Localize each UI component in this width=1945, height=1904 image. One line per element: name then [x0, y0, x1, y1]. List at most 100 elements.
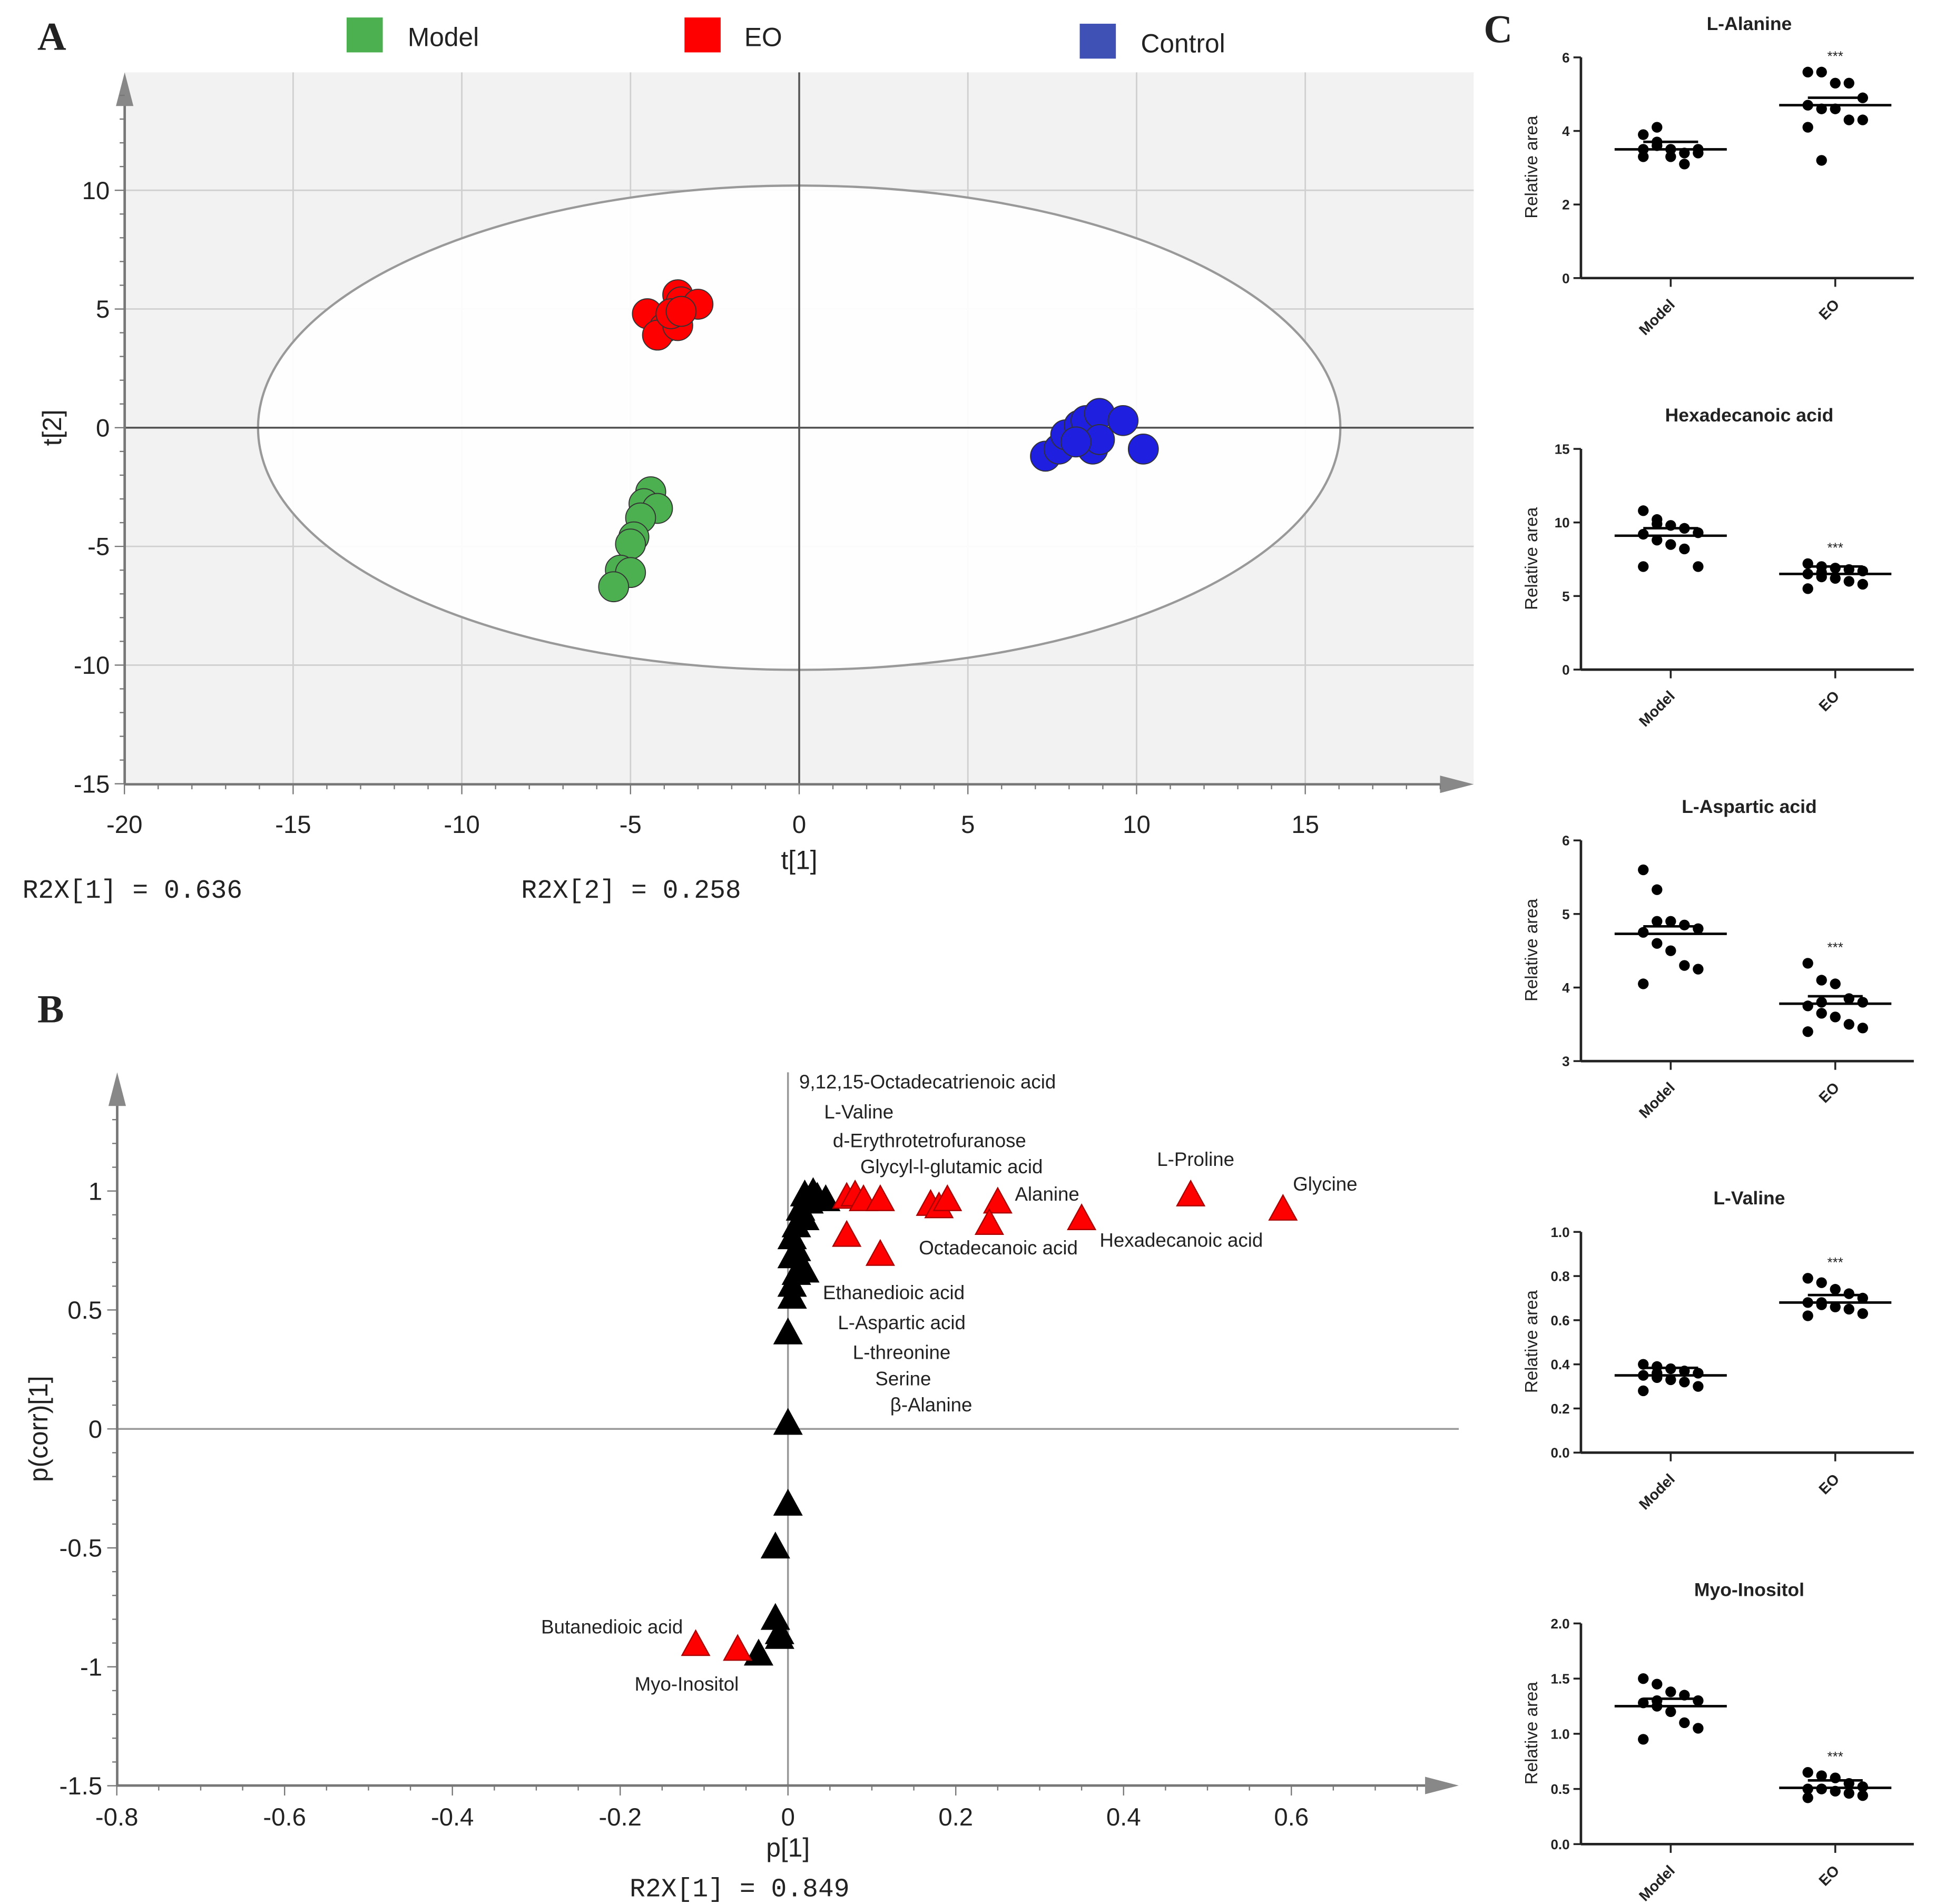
point-other: [790, 1255, 820, 1283]
data-point: [1816, 975, 1827, 986]
data-point: [1638, 1673, 1649, 1684]
data-point: [1652, 1679, 1663, 1690]
data-point: [1693, 1381, 1704, 1392]
data-point: [1665, 539, 1676, 550]
x-tick-label: Model: [1636, 688, 1678, 730]
plot-title: L-Alanine: [1707, 13, 1792, 34]
y-tick-label: -5: [87, 533, 110, 561]
data-point: [1638, 129, 1649, 140]
point-other: [764, 1622, 794, 1649]
data-point: [1816, 66, 1827, 78]
y-tick-label: 4: [1562, 123, 1570, 139]
data-point: [1802, 66, 1813, 78]
data-point: [1816, 567, 1827, 578]
y-tick-label: -0.5: [60, 1535, 103, 1563]
data-point: [1857, 578, 1868, 590]
point-other: [743, 1638, 774, 1666]
y-tick-label: 0.5: [1550, 1781, 1569, 1797]
y-axis-label: Relative area: [1522, 1290, 1541, 1393]
x-tick-label: EO: [1816, 688, 1843, 715]
data-point: [1802, 958, 1813, 969]
legend-swatch-model: [346, 17, 383, 53]
point-significant: [832, 1220, 862, 1247]
data-point: [1830, 1284, 1841, 1295]
data-point: [1830, 978, 1841, 989]
y-tick-label: 0: [89, 1416, 102, 1444]
point-control: [1127, 434, 1159, 465]
data-point: [1802, 1792, 1813, 1803]
significance-marker: ***: [1828, 1749, 1843, 1764]
data-point: [1830, 1301, 1841, 1312]
annotation-label: d-Erythrotetrofuranose: [833, 1130, 1026, 1151]
data-point: [1652, 122, 1663, 133]
annotation-label: Serine: [875, 1368, 931, 1389]
data-point: [1638, 1385, 1649, 1397]
legend-label: Control: [1141, 28, 1225, 58]
x-tick-label: 10: [1123, 811, 1151, 839]
dot-plot-l-alanine: L-Alanine 0 2 4 6 Relative area Model EO ***: [1522, 13, 1914, 339]
data-point: [1816, 997, 1827, 1008]
annotation-label: L-Valine: [824, 1101, 893, 1123]
data-point: [1830, 573, 1841, 584]
point-control: [1060, 426, 1092, 458]
r2x-2-label: R2X[2] = 0.258: [521, 876, 741, 906]
data-point: [1830, 1012, 1841, 1023]
x-axis-label: p[1]: [766, 1833, 810, 1862]
data-point: [1652, 1695, 1663, 1706]
data-point: [1679, 1376, 1690, 1388]
y-tick-label: 6: [1562, 50, 1569, 65]
point-other: [760, 1532, 790, 1559]
panel-label-b: B: [37, 988, 64, 1032]
data-point: [1802, 1026, 1813, 1037]
x-tick-label: 0.6: [1274, 1803, 1309, 1831]
point-model: [598, 571, 630, 603]
x-axis-arrow-icon: [1425, 1777, 1459, 1794]
annotation-label: Octadecanoic acid: [919, 1237, 1078, 1259]
data-point: [1679, 960, 1690, 971]
x-tick-label: -0.6: [263, 1803, 306, 1831]
dot-plot-myo-inositol: Myo-Inositol 0.0 0.5 1.0 1.5 2.0 Relative area…: [1522, 1579, 1914, 1904]
legend: Model EO Control: [346, 17, 1225, 59]
data-point: [1857, 1023, 1868, 1034]
data-point: [1693, 561, 1704, 572]
data-point: [1638, 978, 1649, 989]
x-tick-label: EO: [1816, 296, 1843, 323]
y-tick-label: 0.0: [1550, 1445, 1569, 1461]
annotation-label: Hexadecanoic acid: [1099, 1230, 1263, 1251]
data-point: [1665, 1706, 1676, 1717]
data-point: [1693, 964, 1704, 975]
point-significant: [865, 1184, 895, 1211]
data-point: [1652, 938, 1663, 949]
legend-swatch-control: [1079, 24, 1116, 59]
y-tick-label: -1: [80, 1653, 102, 1681]
x-tick-label: Model: [1636, 1471, 1678, 1514]
data-point: [1816, 1277, 1827, 1288]
annotation-label: Butanedioic acid: [541, 1616, 683, 1637]
x-axis-arrow-icon: [1440, 776, 1474, 793]
data-point: [1665, 916, 1676, 927]
y-tick-label: -1.5: [60, 1772, 103, 1800]
data-point: [1843, 1288, 1854, 1299]
y-tick-label: 6: [1562, 833, 1569, 849]
data-point: [1665, 151, 1676, 162]
y-tick-label: 0.2: [1550, 1401, 1569, 1417]
data-point: [1843, 1303, 1854, 1315]
y-tick-label: 1.0: [1550, 1726, 1569, 1742]
data-point: [1665, 1686, 1676, 1697]
y-axis-label: Relative area: [1522, 898, 1541, 1002]
point-significant: [983, 1186, 1013, 1214]
data-point: [1679, 1717, 1690, 1729]
data-point: [1843, 993, 1854, 1004]
x-tick-label: EO: [1816, 1862, 1843, 1890]
data-point: [1693, 923, 1704, 934]
data-point: [1802, 122, 1813, 133]
point-significant: [1268, 1193, 1298, 1221]
x-tick-label: -0.8: [95, 1803, 139, 1831]
data-point: [1665, 1374, 1676, 1386]
y-tick-label: -15: [74, 770, 110, 798]
annotation-label: L-Proline: [1157, 1149, 1234, 1170]
y-tick-label: 5: [1562, 906, 1569, 922]
data-point: [1693, 1695, 1704, 1706]
